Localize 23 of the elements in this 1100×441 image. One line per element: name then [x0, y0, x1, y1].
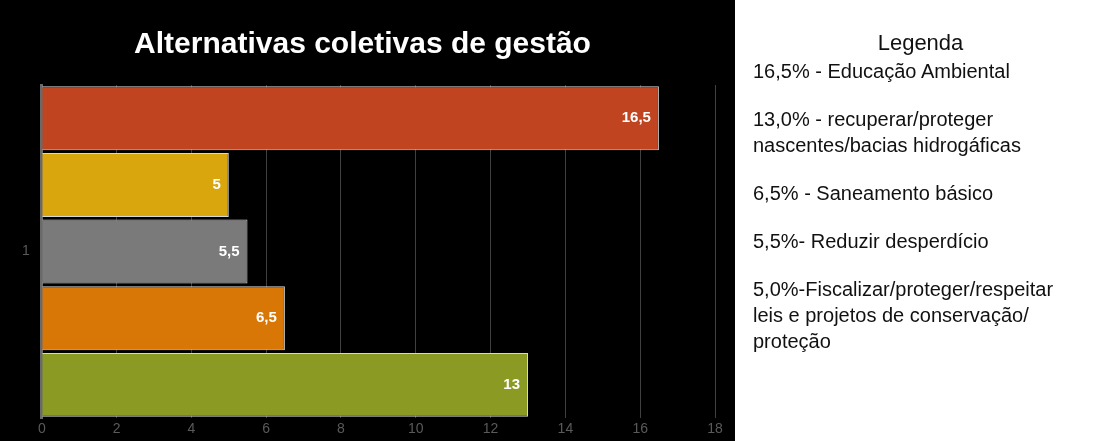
text: 5,0%-Fiscalizar/proteger/respeitar leis e projetos de conservação/ proteção	[753, 277, 1055, 354]
x-tick-label: 10	[408, 420, 424, 437]
data-label: 5,5	[218, 241, 240, 259]
x-tick-label: 6	[262, 420, 271, 437]
x-tick-label: 0	[37, 420, 46, 437]
x-tick-label: 14	[557, 420, 574, 437]
data-label: 13	[503, 375, 520, 393]
data-label: 5	[212, 175, 221, 193]
text: 16,5% - Educação Ambiental	[753, 59, 1011, 84]
x-tick-label: 4	[187, 420, 196, 437]
data-label: 6,5	[256, 308, 277, 326]
text: Legenda	[876, 30, 965, 56]
x-tick-label: 8	[337, 420, 346, 437]
text: 5,5%- Reduzir desperdício	[753, 229, 990, 254]
x-tick-label: 2	[112, 420, 121, 437]
x-tick-label: 12	[482, 420, 499, 437]
y-tick-label: 1	[21, 242, 30, 259]
x-tick-label: 16	[632, 420, 649, 437]
text: 6,5% - Saneamento básico	[753, 181, 995, 206]
data-label: 16,5	[621, 108, 651, 126]
text: 13,0% - recuperar/proteger nascentes/bacias hidrogáficas	[753, 107, 1022, 158]
x-tick-label: 18	[707, 420, 723, 437]
chart-title: Alternativas coletivas de gestão	[134, 26, 591, 60]
